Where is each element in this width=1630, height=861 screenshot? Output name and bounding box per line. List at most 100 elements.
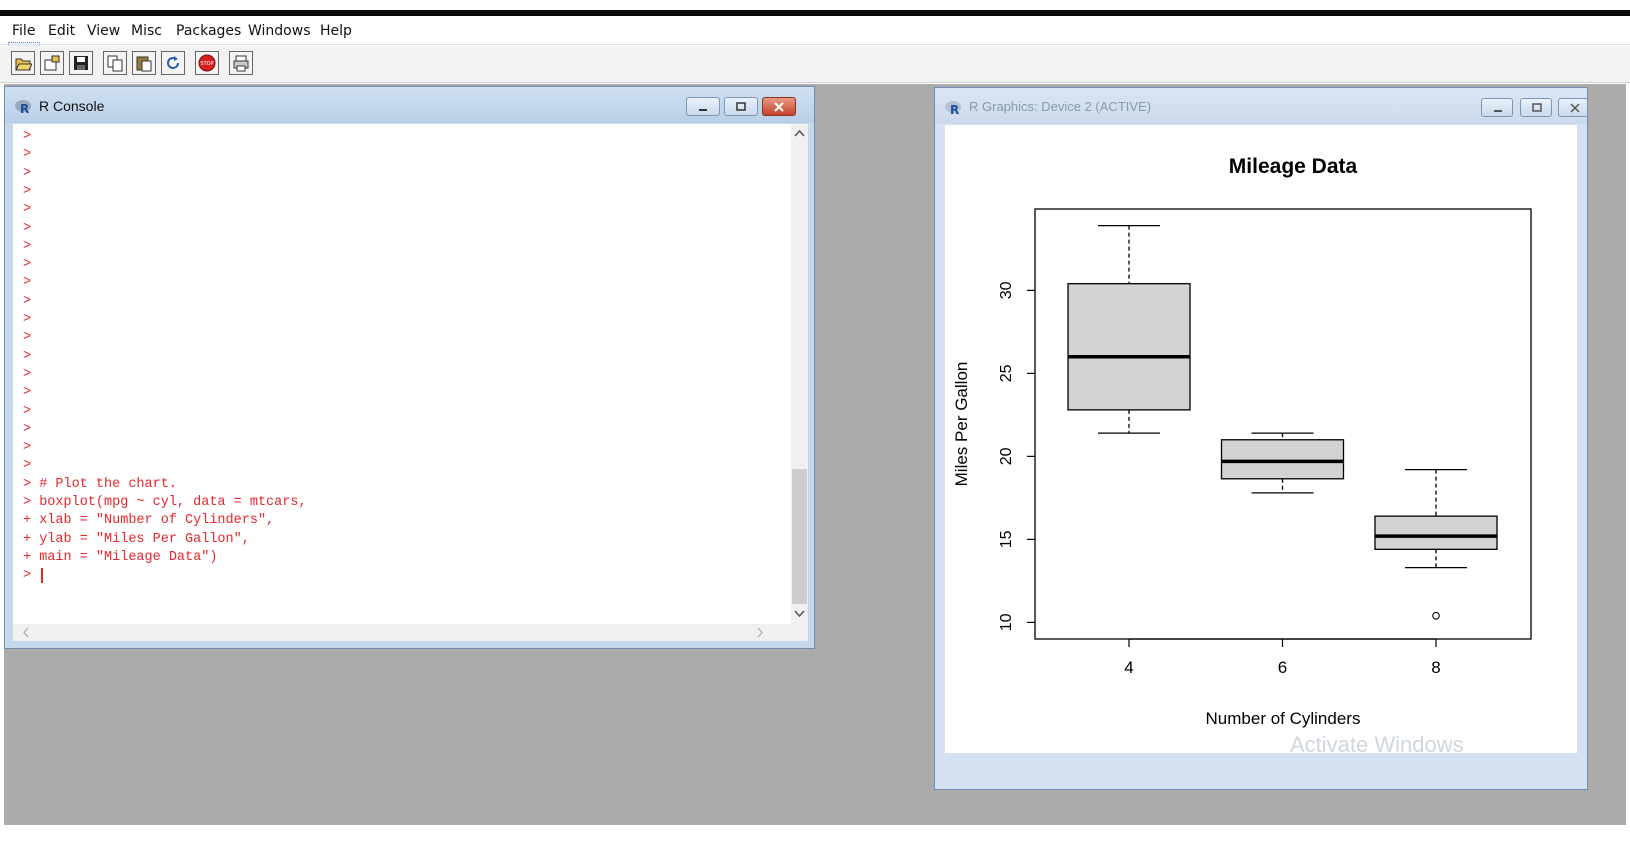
console-prompt: >: [23, 458, 32, 474]
paste-button[interactable]: [132, 51, 156, 75]
console-restore-button[interactable]: [724, 97, 758, 116]
top-border: [0, 10, 1630, 16]
console-prompt: >: [23, 183, 32, 199]
y-tick-label: 25: [998, 364, 1015, 382]
graphics-restore-button[interactable]: [1520, 98, 1552, 117]
restore-icon: [736, 102, 746, 111]
console-prompt: >: [23, 293, 32, 309]
menu-bar: File Edit View Misc Packages Windows Hel…: [0, 20, 1630, 65]
outlier-point: [1432, 611, 1440, 620]
box: [1374, 515, 1498, 550]
refresh-button[interactable]: [161, 51, 185, 75]
refresh-icon: [167, 56, 179, 69]
console-prompt: >: [23, 385, 32, 401]
menu-help[interactable]: Help: [320, 23, 352, 39]
console-horizontal-scrollbar[interactable]: [13, 624, 808, 641]
close-icon: [774, 102, 784, 112]
y-tick-label: 10: [998, 613, 1015, 631]
console-line: >: [23, 568, 40, 584]
plot-frame: [1034, 208, 1532, 640]
console-prompt: >: [23, 348, 32, 364]
y-axis-label: Miles Per Gallon: [952, 362, 971, 487]
r-console-window: R R Console > > > > > > > > > > > > > > > > > > > > # Plot…: [4, 86, 815, 649]
open-script-button[interactable]: [11, 51, 35, 75]
minimize-icon: [1494, 110, 1502, 112]
r-graphics-titlebar[interactable]: R R Graphics: Device 2 (ACTIVE): [935, 88, 1588, 124]
paste-icon: [136, 56, 152, 72]
scroll-up-arrow-icon[interactable]: [791, 127, 808, 141]
r-logo-icon: R: [945, 101, 961, 116]
save-button[interactable]: [69, 51, 93, 75]
x-tick-label: 6: [1278, 658, 1287, 677]
console-prompt: >: [23, 440, 32, 456]
page-bottom: [0, 825, 1630, 861]
r-console-titlebar[interactable]: R R Console: [5, 87, 814, 123]
print-icon: [233, 55, 249, 72]
y-tick-label: 30: [998, 281, 1015, 299]
console-line: + ylab = "Miles Per Gallon",: [23, 531, 250, 547]
svg-text:R: R: [20, 102, 29, 115]
console-prompt: >: [23, 312, 32, 327]
console-close-button[interactable]: [762, 97, 796, 116]
scroll-right-arrow-icon[interactable]: [753, 624, 767, 641]
console-line: > # Plot the chart.: [23, 476, 177, 492]
box: [1220, 439, 1345, 480]
console-scroll-thumb[interactable]: [792, 469, 807, 604]
load-workspace-icon: [44, 55, 60, 71]
menu-file[interactable]: File: [12, 23, 36, 39]
close-icon: [1570, 103, 1580, 113]
y-tick-label: 15: [998, 530, 1015, 548]
console-prompt: >: [23, 403, 32, 419]
scroll-left-arrow-icon[interactable]: [19, 624, 33, 641]
restore-icon: [1532, 103, 1542, 112]
console-prompt: >: [23, 366, 32, 382]
console-line: + xlab = "Number of Cylinders",: [23, 513, 275, 529]
console-prompt: >: [23, 202, 32, 218]
console-prompt: >: [23, 275, 32, 291]
box: [1067, 283, 1191, 411]
x-axis-label: Number of Cylinders: [1206, 709, 1361, 728]
console-line: > boxplot(mpg ~ cyl, data = mtcars,: [23, 495, 307, 510]
menu-view[interactable]: View: [87, 23, 121, 39]
console-vertical-scrollbar[interactable]: [791, 124, 808, 624]
boxplot-chart: Mileage Data Number of Cylinders Miles Per…: [952, 155, 1532, 728]
graphics-canvas: Mileage Data Number of Cylinders Miles Per…: [945, 125, 1577, 757]
stop-icon-label: STOP: [200, 61, 213, 67]
x-tick-label: 4: [1124, 658, 1133, 677]
x-tick-label: 8: [1431, 658, 1440, 677]
activate-windows-watermark: Activate Windows: [1290, 732, 1464, 757]
menu-edit[interactable]: Edit: [48, 23, 76, 39]
copy-icon: [107, 55, 123, 72]
console-prompt: >: [23, 129, 32, 144]
console-output[interactable]: > > > > > > > > > > > > > > > > > > > > # Plot the chart. >…: [13, 124, 791, 624]
copy-button[interactable]: [103, 51, 127, 75]
console-prompt: >: [23, 147, 32, 163]
stop-button[interactable]: STOP: [195, 51, 219, 75]
r-logo-icon: R: [15, 100, 31, 115]
graphics-close-button[interactable]: [1558, 98, 1588, 117]
console-prompt: >: [23, 220, 32, 236]
toolbar: STOP: [0, 46, 1630, 83]
graphics-minimize-button[interactable]: [1481, 98, 1513, 117]
minimize-icon: [699, 109, 707, 111]
svg-text:R: R: [950, 103, 959, 116]
open-script-icon: [15, 58, 32, 71]
console-minimize-button[interactable]: [686, 97, 720, 116]
menu-windows[interactable]: Windows: [248, 23, 311, 39]
console-prompt: >: [23, 421, 32, 437]
console-prompt: >: [23, 165, 32, 181]
menu-misc[interactable]: Misc: [131, 23, 162, 39]
chart-title: Mileage Data: [1229, 155, 1358, 178]
scroll-down-arrow-icon[interactable]: [791, 606, 808, 620]
text-cursor: [41, 568, 43, 584]
console-line: + main = "Mileage Data"): [23, 549, 218, 565]
r-graphics-title: R Graphics: Device 2 (ACTIVE): [969, 99, 1152, 114]
stop-icon: STOP: [198, 54, 216, 72]
save-icon: [74, 56, 88, 70]
load-workspace-button[interactable]: [40, 51, 64, 75]
console-prompt: >: [23, 257, 32, 273]
print-button[interactable]: [229, 51, 253, 75]
y-tick-label: 20: [998, 447, 1015, 465]
console-prompt: >: [23, 330, 32, 346]
menu-packages[interactable]: Packages: [176, 23, 242, 39]
